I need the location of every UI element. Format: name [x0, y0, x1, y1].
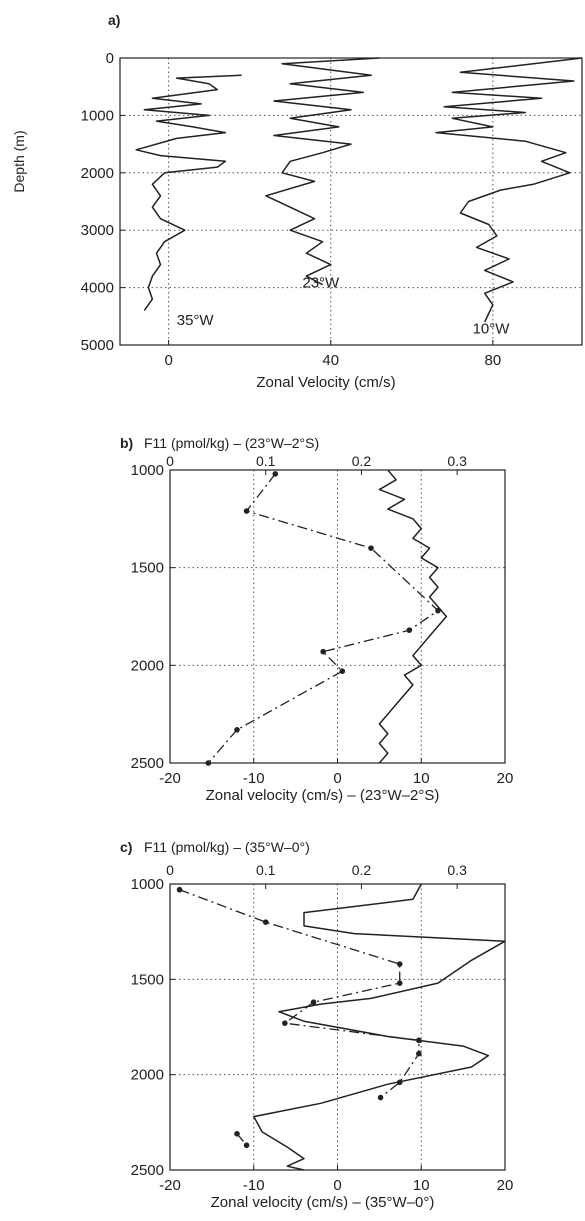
panel-label: a) — [108, 12, 120, 28]
top-tick-label: 0.3 — [447, 862, 467, 878]
data-point — [234, 726, 240, 733]
x-tick-label: -20 — [159, 770, 181, 787]
x-tick-label: 0 — [333, 770, 341, 787]
x-tick-label: 20 — [497, 1177, 514, 1194]
top-tick-label: 0 — [166, 453, 174, 469]
x-axis-label: Zonal Velocity (cm/s) — [256, 374, 395, 391]
data-point — [339, 668, 346, 674]
y-tick-label: 1500 — [131, 971, 164, 988]
data-point — [396, 961, 403, 967]
x-tick-label: 0 — [164, 352, 172, 369]
data-point — [272, 471, 279, 477]
series-line-10W — [435, 57, 583, 323]
data-point — [396, 1079, 403, 1086]
series-label: 23°W — [302, 275, 340, 292]
data-point — [368, 545, 374, 551]
top-tick-label: 0.2 — [352, 862, 372, 878]
data-point — [262, 919, 269, 925]
series-line-23W — [265, 57, 380, 286]
plot-frame — [119, 57, 583, 346]
series-line-solid-0 — [253, 883, 506, 1171]
x-tick-label: -10 — [243, 1177, 265, 1194]
y-tick-label: 1000 — [131, 462, 164, 479]
data-point — [243, 1142, 250, 1149]
y-tick-label: 2500 — [131, 1162, 164, 1179]
panel-label: c) — [120, 839, 132, 855]
series-line-35W — [135, 74, 242, 312]
data-point — [282, 1020, 288, 1026]
y-tick-label: 1000 — [81, 107, 114, 124]
data-point — [243, 508, 250, 514]
series-label: 35°W — [177, 312, 215, 329]
y-tick-label: 1500 — [131, 560, 164, 577]
panel-a: 0 40 80 0 1000 2000 3000 4000 5000 a) Zonal Veloci… — [11, 12, 583, 391]
chart-title: F11 (pmol/kg) – (35°W–0°) — [144, 839, 310, 855]
data-point — [205, 760, 212, 766]
y-tick-label: 5000 — [81, 337, 114, 354]
y-tick-label: 2000 — [131, 1067, 164, 1084]
series-line-solid-0 — [378, 469, 448, 764]
x-tick-label: -10 — [243, 770, 265, 787]
top-tick-label: 0 — [166, 862, 174, 878]
x-tick-label: -20 — [159, 1177, 181, 1194]
x-tick-label: 10 — [413, 770, 430, 787]
data-point — [234, 1130, 240, 1137]
top-tick-label: 0.2 — [352, 453, 372, 469]
plot-frame — [169, 469, 506, 764]
top-tick-label: 0.1 — [256, 862, 276, 878]
x-tick-label: 80 — [484, 352, 501, 369]
data-point — [435, 607, 441, 614]
x-axis-label: Zonal velocity (cm/s) – (23°W–2°S) — [206, 787, 440, 804]
top-tick-label: 0.3 — [447, 453, 467, 469]
data-point — [176, 886, 183, 893]
x-tick-label: 0 — [333, 1177, 341, 1194]
y-tick-label: 3000 — [81, 222, 114, 239]
x-tick-label: 10 — [413, 1177, 430, 1194]
panel-c: -20 -10 0 10 20 1000 1500 2000 2500 0 0.1 0.2 0.3 c) F… — [120, 839, 513, 1211]
series-line-dashdot-1 — [207, 473, 439, 764]
top-tick-label: 0.1 — [256, 453, 276, 469]
data-point — [406, 627, 413, 633]
series-line-dashdot-1 — [179, 889, 420, 1099]
data-point — [416, 1050, 422, 1057]
x-tick-label: 20 — [497, 770, 514, 787]
y-tick-label: 4000 — [81, 280, 114, 297]
y-tick-label: 0 — [106, 50, 114, 67]
y-tick-label: 2000 — [131, 657, 164, 674]
data-point — [377, 1094, 384, 1101]
y-tick-label: 2000 — [81, 165, 114, 182]
y-axis-label: Depth (m) — [11, 130, 27, 192]
data-point — [320, 648, 326, 655]
panel-label: b) — [120, 435, 133, 451]
data-point — [416, 1037, 422, 1044]
y-tick-label: 2500 — [131, 755, 164, 772]
chart-title: F11 (pmol/kg) – (23°W–2°S) — [144, 435, 319, 451]
data-point — [310, 999, 317, 1006]
data-point — [396, 980, 403, 986]
x-axis-label: Zonal velocity (cm/s) – (35°W–0°) — [211, 1194, 435, 1211]
y-tick-label: 1000 — [131, 876, 164, 893]
x-tick-label: 40 — [322, 352, 339, 369]
panel-b: -20 -10 0 10 20 1000 1500 2000 2500 0 0.1 0.2 0.3 b) F… — [120, 435, 513, 804]
series-label: 10°W — [473, 321, 511, 338]
